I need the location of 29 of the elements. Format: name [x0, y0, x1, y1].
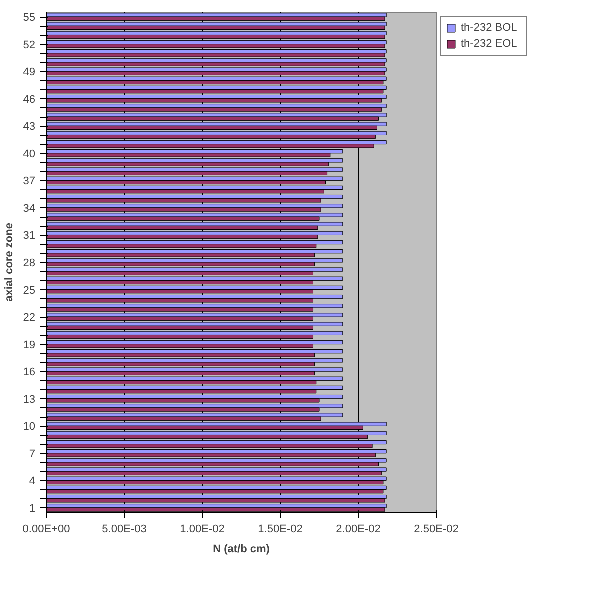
y-tick-label: 10 — [23, 421, 36, 434]
y-tick-label: 25 — [23, 284, 36, 297]
y-tick-label: 52 — [23, 39, 36, 52]
y-tick-label: 55 — [23, 12, 36, 24]
x-tick-label: 2.50E-02 — [414, 524, 459, 536]
y-tick-label: 7 — [29, 448, 36, 460]
legend-label: th-232 EOL — [461, 38, 518, 50]
y-axis-title: axial core zone — [3, 223, 16, 302]
x-tick-label: 5.00E-03 — [102, 524, 147, 536]
x-axis-title: N (at/b cm) — [213, 544, 270, 556]
y-tick-label: 49 — [23, 66, 36, 79]
x-tick-label: 1.50E-02 — [258, 524, 303, 536]
y-tick-label: 22 — [23, 312, 36, 324]
y-tick-label: 19 — [23, 339, 36, 352]
y-tick-label: 4 — [29, 476, 36, 488]
y-tick-label: 37 — [23, 176, 36, 188]
y-tick-label: 46 — [23, 94, 36, 106]
y-tick-label: 1 — [29, 502, 36, 515]
y-tick-label: 43 — [23, 121, 36, 134]
y-tick-label: 31 — [23, 230, 36, 242]
x-tick-label: 0.00E+00 — [22, 524, 70, 536]
y-tick-label: 13 — [23, 394, 36, 406]
y-tick-label: 16 — [23, 366, 36, 379]
x-tick-label: 2.00E-02 — [336, 524, 381, 536]
legend-label: th-232 BOL — [461, 22, 518, 34]
y-tick-label: 28 — [23, 258, 36, 270]
x-tick-label: 1.00E-02 — [180, 524, 225, 536]
y-tick-label: 40 — [23, 148, 36, 160]
y-tick-label: 34 — [23, 202, 36, 215]
